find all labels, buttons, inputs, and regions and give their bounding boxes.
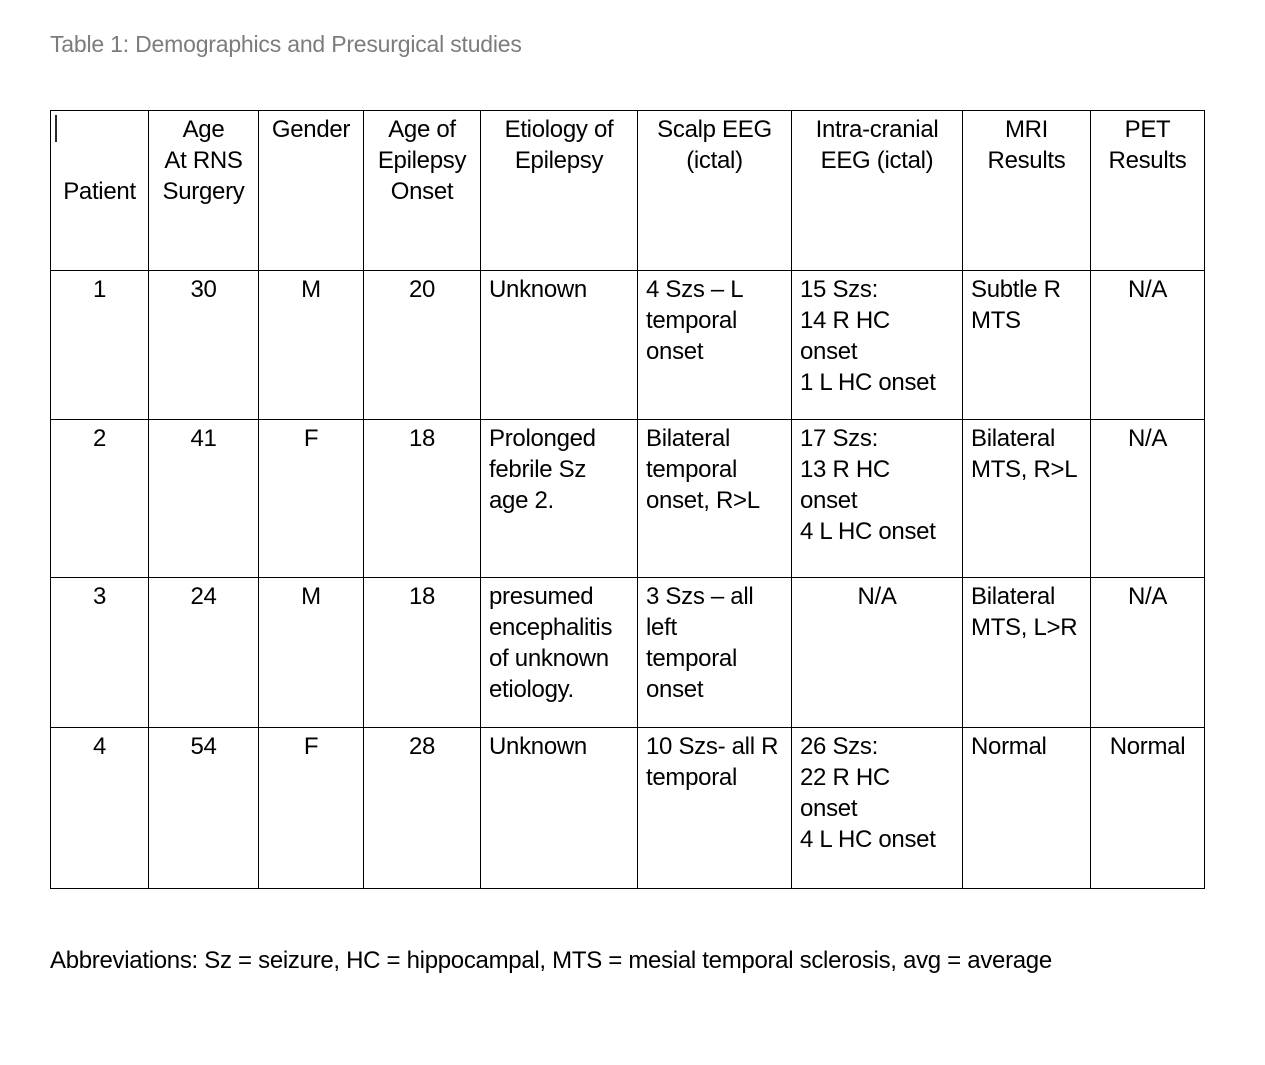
demographics-table: Patient Age At RNS Surgery Gender Age of… bbox=[50, 110, 1205, 889]
cell-age-at-rns-surgery[interactable]: 30 bbox=[148, 270, 259, 420]
cell-etiology[interactable]: Prolonged febrile Sz age 2. bbox=[480, 419, 638, 578]
cell-intracranial-eeg[interactable]: 17 Szs: 13 R HC onset 4 L HC onset bbox=[791, 419, 963, 578]
abbreviations-note[interactable]: Abbreviations: Sz = seizure, HC = hippoc… bbox=[50, 947, 1052, 974]
column-header-gender[interactable]: Gender bbox=[258, 110, 364, 271]
cell-pet-results[interactable]: N/A bbox=[1090, 270, 1205, 420]
table-row: 4 54 F 28 Unknown 10 Szs- all R temporal… bbox=[50, 727, 1205, 889]
cell-intracranial-eeg[interactable]: N/A bbox=[791, 577, 963, 728]
cell-etiology[interactable]: Unknown bbox=[480, 270, 638, 420]
column-header-patient-label: Patient bbox=[63, 178, 136, 205]
cell-scalp-eeg[interactable]: 10 Szs- all R temporal bbox=[637, 727, 792, 889]
cell-pet-results[interactable]: N/A bbox=[1090, 419, 1205, 578]
cell-mri-results[interactable]: Subtle R MTS bbox=[962, 270, 1091, 420]
cell-patient[interactable]: 4 bbox=[50, 727, 149, 889]
cell-age-of-epilepsy-onset[interactable]: 18 bbox=[363, 577, 481, 728]
table-caption[interactable]: Table 1: Demographics and Presurgical st… bbox=[50, 31, 522, 57]
cell-scalp-eeg[interactable]: Bilateral temporal onset, R>L bbox=[637, 419, 792, 578]
column-header-mri-results[interactable]: MRI Results bbox=[962, 110, 1091, 271]
cell-age-at-rns-surgery[interactable]: 41 bbox=[148, 419, 259, 578]
cell-intracranial-eeg[interactable]: 26 Szs: 22 R HC onset 4 L HC onset bbox=[791, 727, 963, 889]
column-header-patient[interactable]: Patient bbox=[50, 110, 149, 271]
cell-gender[interactable]: F bbox=[258, 727, 364, 889]
cell-age-at-rns-surgery[interactable]: 54 bbox=[148, 727, 259, 889]
cell-age-of-epilepsy-onset[interactable]: 28 bbox=[363, 727, 481, 889]
cell-patient[interactable]: 2 bbox=[50, 419, 149, 578]
header-row: Patient Age At RNS Surgery Gender Age of… bbox=[50, 110, 1205, 271]
cell-mri-results[interactable]: Normal bbox=[962, 727, 1091, 889]
cell-mri-results[interactable]: Bilateral MTS, R>L bbox=[962, 419, 1091, 578]
cell-age-of-epilepsy-onset[interactable]: 20 bbox=[363, 270, 481, 420]
text-cursor-caret bbox=[55, 115, 57, 142]
column-header-etiology[interactable]: Etiology of Epilepsy bbox=[480, 110, 638, 271]
cell-age-of-epilepsy-onset[interactable]: 18 bbox=[363, 419, 481, 578]
cell-etiology[interactable]: Unknown bbox=[480, 727, 638, 889]
column-header-age-at-rns-surgery[interactable]: Age At RNS Surgery bbox=[148, 110, 259, 271]
cell-pet-results[interactable]: N/A bbox=[1090, 577, 1205, 728]
column-header-intracranial-eeg[interactable]: Intra-cranial EEG (ictal) bbox=[791, 110, 963, 271]
column-header-pet-results[interactable]: PET Results bbox=[1090, 110, 1205, 271]
column-header-scalp-eeg[interactable]: Scalp EEG (ictal) bbox=[637, 110, 792, 271]
table-row: 2 41 F 18 Prolonged febrile Sz age 2. Bi… bbox=[50, 419, 1205, 578]
table-row: 1 30 M 20 Unknown 4 Szs – L temporal ons… bbox=[50, 270, 1205, 420]
cell-age-at-rns-surgery[interactable]: 24 bbox=[148, 577, 259, 728]
cell-etiology[interactable]: presumed encephalitis of unknown etiolog… bbox=[480, 577, 638, 728]
table-row: 3 24 M 18 presumed encephalitis of unkno… bbox=[50, 577, 1205, 728]
cell-gender[interactable]: F bbox=[258, 419, 364, 578]
cell-intracranial-eeg[interactable]: 15 Szs: 14 R HC onset 1 L HC onset bbox=[791, 270, 963, 420]
document-page: Table 1: Demographics and Presurgical st… bbox=[0, 29, 1265, 976]
cell-scalp-eeg[interactable]: 4 Szs – L temporal onset bbox=[637, 270, 792, 420]
cell-patient[interactable]: 1 bbox=[50, 270, 149, 420]
cell-scalp-eeg[interactable]: 3 Szs – all left temporal onset bbox=[637, 577, 792, 728]
cell-pet-results[interactable]: Normal bbox=[1090, 727, 1205, 889]
column-header-age-of-epilepsy-onset[interactable]: Age of Epilepsy Onset bbox=[363, 110, 481, 271]
cell-mri-results[interactable]: Bilateral MTS, L>R bbox=[962, 577, 1091, 728]
cell-patient[interactable]: 3 bbox=[50, 577, 149, 728]
cell-gender[interactable]: M bbox=[258, 577, 364, 728]
cell-gender[interactable]: M bbox=[258, 270, 364, 420]
